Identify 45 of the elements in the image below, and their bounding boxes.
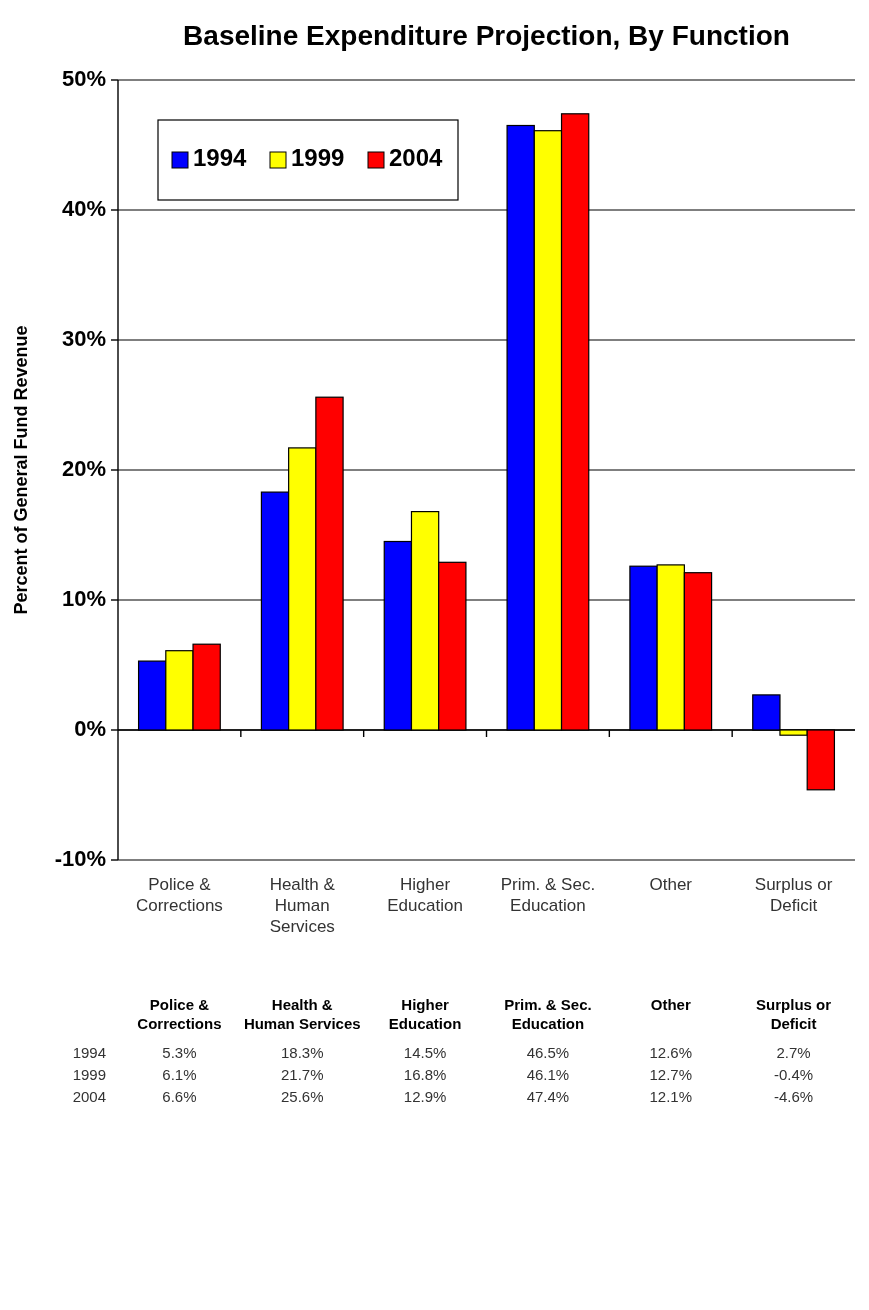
data-label: 46.1%	[526, 1066, 570, 1083]
category-label: Higher Education	[388, 996, 462, 1032]
category-label: Prim. & Sec. Education	[504, 996, 592, 1032]
data-label: 2.7%	[776, 1044, 811, 1061]
data-label: 12.9%	[403, 1088, 447, 1105]
data-label: 47.4%	[526, 1088, 570, 1105]
legend-label: 1999	[291, 144, 345, 172]
data-label: 6.1%	[162, 1066, 197, 1083]
data-label: 14.5%	[403, 1044, 447, 1061]
category-label: Health & Human Services	[243, 996, 361, 1032]
data-label: 12.1%	[649, 1088, 693, 1105]
data-label: 6.6%	[162, 1088, 197, 1105]
x-tick-label: Prim. & Sec. Education	[500, 875, 596, 915]
category-label: Other	[650, 996, 691, 1013]
y-tick-label: -10%	[54, 845, 106, 871]
data-label: 5.3%	[162, 1044, 197, 1061]
data-label: 16.8%	[403, 1066, 447, 1083]
data-label: 46.5%	[526, 1044, 570, 1061]
x-tick-label: Higher Education	[387, 875, 463, 915]
text: 1999	[72, 1066, 106, 1083]
category-label: Surplus or Deficit	[756, 996, 832, 1032]
chart-title: Baseline Expenditure Projection, By Function	[183, 20, 790, 51]
data-label: 12.6%	[649, 1044, 693, 1061]
y-tick-label: 10%	[61, 585, 106, 611]
x-tick-label: Other	[649, 875, 693, 894]
x-tick-label: Health & Human Services	[269, 875, 336, 936]
y-axis-title: Percent of General Fund Revenue	[10, 325, 31, 615]
text: 2004	[72, 1088, 106, 1105]
legend-label: 2004	[389, 144, 444, 172]
legend-label: 1994	[193, 144, 248, 172]
data-label: 12.7%	[649, 1066, 693, 1083]
y-tick-label: 20%	[61, 455, 106, 481]
data-label: 18.3%	[280, 1044, 324, 1061]
text: 1994	[72, 1044, 106, 1061]
y-tick-label: 50%	[61, 65, 106, 91]
x-tick-label: Surplus or Deficit	[754, 875, 833, 915]
y-tick-label: 30%	[61, 325, 106, 351]
x-tick-label: Police & Corrections	[135, 875, 223, 915]
y-tick-label: 40%	[61, 195, 106, 221]
data-label: 21.7%	[280, 1066, 324, 1083]
data-label: -4.6%	[773, 1088, 814, 1105]
data-label: 25.6%	[280, 1088, 324, 1105]
category-label: Police & Corrections	[137, 996, 222, 1032]
data-label: -0.4%	[773, 1066, 814, 1083]
y-tick-label: 0%	[74, 715, 106, 741]
